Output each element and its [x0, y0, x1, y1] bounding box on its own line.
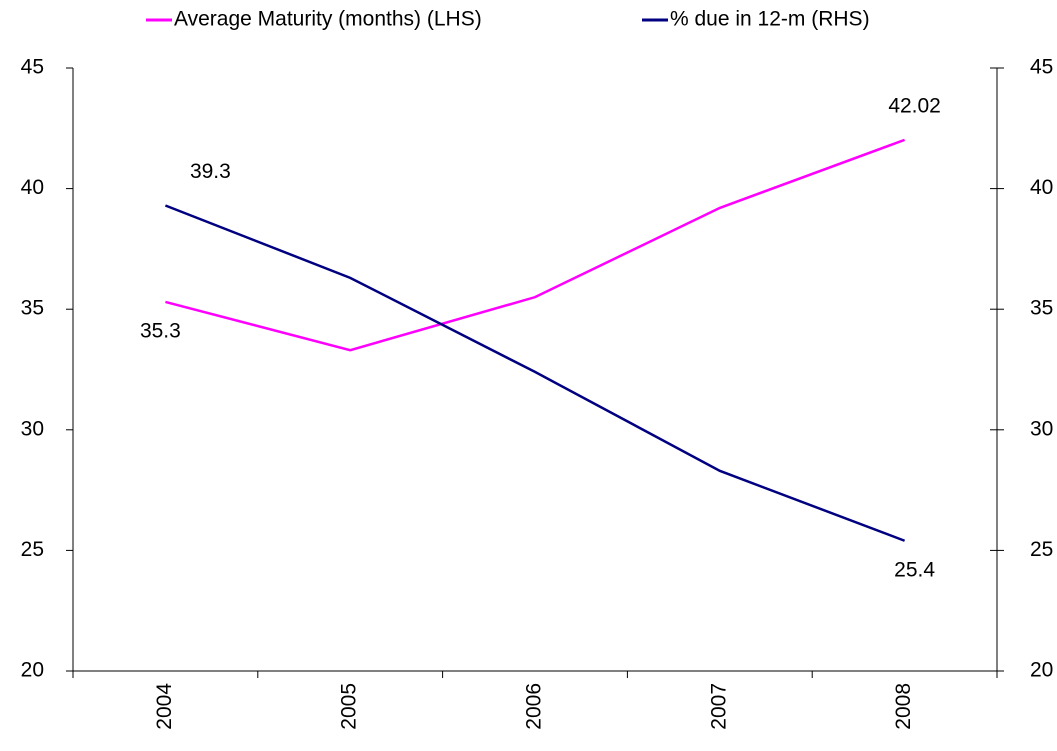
- y-tick-label: 40: [21, 176, 44, 199]
- series-line: [164, 204, 906, 542]
- series-line: [165, 138, 906, 352]
- data-label: 35.3: [140, 320, 181, 343]
- data-label: 25.4: [894, 558, 935, 581]
- y-tick-label: 25: [21, 538, 44, 561]
- legend-label: Average Maturity (months) (LHS): [174, 8, 482, 31]
- data-label: 39.3: [190, 160, 231, 183]
- x-tick-label: 2005: [338, 683, 361, 730]
- x-tick-label: 2007: [707, 683, 730, 730]
- y2-tick-label: 35: [1030, 297, 1053, 320]
- y-tick-label: 30: [21, 417, 44, 440]
- legend-label: % due in 12-m (RHS): [670, 8, 870, 31]
- x-tick-label: 2004: [153, 683, 176, 730]
- y2-tick-label: 25: [1030, 538, 1053, 561]
- y-tick-label: 20: [21, 659, 44, 682]
- x-tick-label: 2006: [523, 683, 546, 730]
- x-tick-label: 2008: [892, 683, 915, 730]
- y2-tick-label: 30: [1030, 417, 1053, 440]
- y2-tick-label: 45: [1030, 56, 1053, 79]
- y2-tick-label: 20: [1030, 659, 1053, 682]
- y2-tick-label: 40: [1030, 176, 1053, 199]
- y-tick-label: 35: [21, 297, 44, 320]
- data-label: 42.02: [888, 94, 941, 117]
- y-tick-label: 45: [21, 56, 44, 79]
